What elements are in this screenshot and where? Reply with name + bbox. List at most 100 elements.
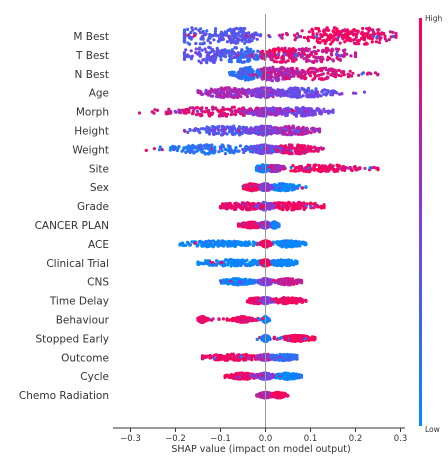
data-point: [330, 53, 334, 57]
data-point: [183, 129, 187, 133]
data-point: [335, 169, 339, 173]
data-point: [194, 51, 198, 55]
data-point: [268, 48, 272, 53]
data-point: [190, 26, 194, 30]
data-point: [198, 52, 202, 57]
data-point: [201, 150, 205, 154]
data-point: [290, 207, 294, 211]
data-point: [144, 148, 148, 152]
data-point: [316, 146, 320, 150]
data-point: [212, 49, 216, 53]
data-point: [276, 53, 280, 57]
data-point: [255, 106, 259, 110]
data-point: [384, 39, 389, 43]
data-point: [241, 147, 245, 152]
data-point: [330, 35, 334, 39]
data-point: [280, 88, 284, 92]
data-point: [248, 70, 252, 74]
data-point: [337, 164, 341, 168]
data-point: [198, 90, 202, 94]
data-point: [313, 67, 317, 71]
data-point: [237, 30, 241, 35]
data-point: [335, 56, 339, 60]
data-point: [182, 36, 187, 40]
data-point: [194, 113, 199, 117]
data-point: [256, 226, 260, 230]
data-point: [323, 92, 327, 96]
data-point: [330, 47, 334, 51]
data-point: [312, 45, 317, 49]
data-point: [210, 243, 214, 247]
data-point: [270, 68, 274, 72]
data-point: [259, 204, 263, 208]
data-point: [215, 94, 219, 99]
data-point: [206, 55, 210, 59]
data-point: [247, 73, 251, 77]
data-point: [349, 54, 353, 58]
data-point: [285, 113, 289, 117]
data-point: [192, 128, 196, 132]
data-point: [317, 129, 322, 133]
data-point: [322, 107, 326, 111]
data-point: [242, 201, 246, 205]
data-point: [269, 165, 273, 169]
data-point: [317, 29, 321, 33]
data-point: [307, 47, 311, 51]
data-point: [299, 55, 303, 59]
data-point: [337, 73, 341, 77]
data-point: [247, 31, 251, 35]
data-point: [137, 111, 142, 115]
data-point: [287, 200, 291, 204]
data-point: [206, 38, 210, 43]
data-point: [341, 167, 345, 171]
data-point: [259, 184, 263, 188]
data-point: [223, 51, 227, 55]
data-point: [152, 111, 156, 115]
data-point: [291, 91, 295, 95]
data-point: [208, 41, 212, 45]
data-point: [186, 27, 190, 31]
data-point: [291, 109, 295, 113]
data-point: [309, 145, 313, 149]
data-point: [248, 107, 252, 111]
data-point: [217, 131, 221, 135]
data-point: [220, 48, 224, 52]
data-point: [204, 143, 208, 147]
data-point: [230, 48, 234, 52]
data-point: [194, 41, 198, 46]
data-point: [289, 165, 293, 169]
data-point: [277, 204, 281, 208]
data-point: [286, 92, 290, 96]
data-point: [160, 148, 164, 152]
data-point: [252, 36, 256, 40]
data-point: [237, 240, 241, 244]
data-point: [217, 38, 221, 43]
data-point: [240, 49, 244, 53]
data-point: [194, 27, 198, 31]
data-point: [239, 59, 243, 64]
data-point: [317, 55, 321, 60]
data-point: [284, 76, 288, 81]
data-point: [337, 68, 341, 72]
data-point: [321, 48, 325, 53]
data-point: [292, 168, 296, 173]
data-point: [229, 125, 233, 129]
data-point: [192, 146, 196, 150]
data-point: [219, 58, 223, 62]
data-point: [312, 49, 316, 54]
data-point: [332, 37, 336, 41]
data-point: [178, 111, 182, 115]
data-point: [377, 41, 381, 45]
data-point: [329, 93, 333, 97]
data-point: [212, 148, 216, 152]
data-point: [313, 109, 318, 113]
data-point: [204, 146, 208, 150]
data-point: [301, 201, 305, 205]
data-point: [216, 108, 220, 112]
data-point: [268, 35, 272, 39]
data-point: [237, 224, 241, 228]
data-point: [320, 169, 324, 173]
data-point: [253, 183, 257, 187]
data-point: [296, 205, 300, 209]
data-point: [278, 130, 282, 134]
